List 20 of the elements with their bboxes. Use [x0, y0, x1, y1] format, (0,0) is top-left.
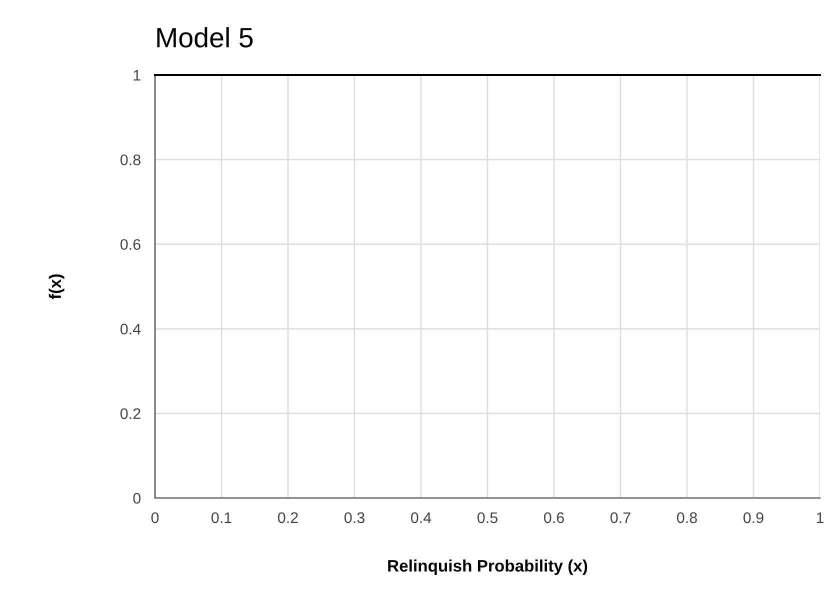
- x-tick-label: 0.1: [211, 512, 232, 524]
- x-tick-label: 0.3: [344, 512, 364, 524]
- y-tick-label: 0: [133, 492, 141, 504]
- y-tick-label: 0.4: [120, 324, 141, 334]
- y-tick-label: 0.6: [120, 239, 140, 250]
- y-tick-label: 1: [134, 70, 140, 81]
- x-tick-label: 1: [816, 512, 824, 523]
- y-tick-label: 0.2: [120, 408, 140, 420]
- x-tick-label: 0.6: [544, 512, 564, 524]
- x-axis-title: Relinquish Probability (x): [388, 559, 588, 575]
- y-axis-title: f(x): [48, 274, 64, 300]
- x-tick-label: 0.9: [743, 512, 764, 524]
- x-tick-label: 0.8: [676, 512, 697, 524]
- x-tick-label: 0.4: [410, 512, 432, 524]
- chart-title: Model 5: [157, 27, 253, 48]
- x-tick-label: 0.5: [477, 512, 498, 524]
- x-tick-label: 0.2: [278, 512, 298, 524]
- x-tick-label: 0.7: [610, 512, 630, 524]
- y-tick-label: 0.8: [120, 154, 140, 166]
- x-tick-label: 0: [151, 512, 159, 524]
